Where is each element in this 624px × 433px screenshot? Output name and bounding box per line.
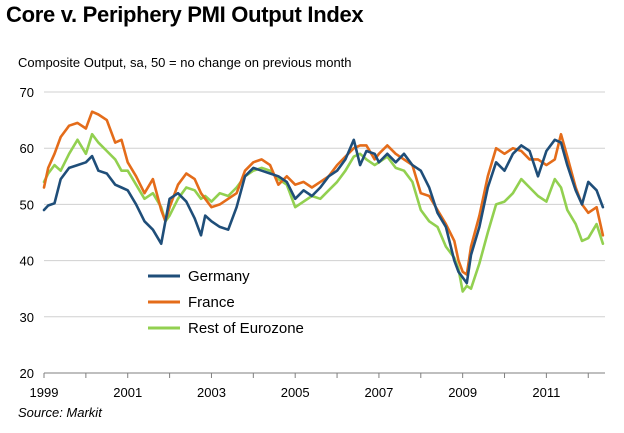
y-tick-label: 70 <box>20 85 34 100</box>
legend-label: Rest of Eurozone <box>188 320 304 337</box>
chart-title: Core v. Periphery PMI Output Index <box>6 2 364 27</box>
grid-lines <box>44 91 605 318</box>
series-line-rest-of-eurozone <box>42 132 605 293</box>
y-tick-label: 30 <box>20 310 34 325</box>
y-tick-label: 50 <box>20 197 34 212</box>
x-tick-label: 2003 <box>197 385 226 400</box>
y-tick-label: 40 <box>20 254 34 269</box>
source-note: Source: Markit <box>18 405 102 420</box>
axes: 20 30 40 50 60 70 1999 2001 2003 2005 2007 2009 2011 <box>20 85 605 400</box>
series-line-france <box>42 110 605 276</box>
x-tick-label: 2005 <box>281 385 310 400</box>
series-lines <box>42 110 605 293</box>
x-tick-label: 2001 <box>113 385 142 400</box>
chart-subtitle: Composite Output, sa, 50 = no change on … <box>18 55 352 70</box>
legend-label: Germany <box>188 268 250 285</box>
series-line-germany <box>42 138 605 285</box>
y-tick-label: 20 <box>20 366 34 381</box>
y-tick-label: 60 <box>20 141 34 156</box>
x-tick-label: 2009 <box>448 385 477 400</box>
legend-label: France <box>188 294 235 311</box>
x-tick-label: 2011 <box>532 385 560 400</box>
x-tick-label: 2007 <box>364 385 393 400</box>
x-tick-label: 1999 <box>30 385 59 400</box>
legend: Germany France Rest of Eurozone <box>148 268 304 337</box>
